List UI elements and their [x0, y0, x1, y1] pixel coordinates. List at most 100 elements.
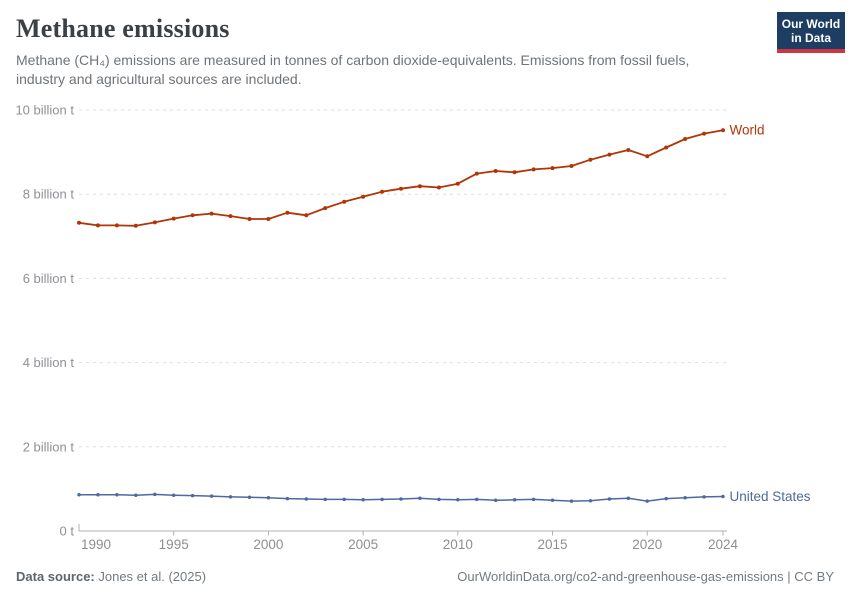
world-point-1993 — [133, 223, 138, 228]
united-states-point-2012 — [493, 498, 498, 503]
world-point-1991 — [95, 223, 100, 228]
world-point-1995 — [171, 216, 176, 221]
x-tick-label: 2005 — [348, 537, 378, 552]
world-point-2001 — [285, 210, 290, 215]
y-tick-label: 4 billion t — [23, 355, 75, 370]
world-point-1990 — [77, 220, 81, 225]
world-line[interactable] — [78, 129, 724, 227]
united-states-point-2013 — [512, 498, 517, 502]
united-states-point-2020 — [645, 499, 649, 503]
world-point-2019 — [626, 148, 631, 152]
series-united-states[interactable]: United States — [77, 489, 811, 504]
x-axis: 1990 1995 2000 2005 2010 2015 2020 2024 — [81, 531, 739, 552]
world-point-2011 — [474, 171, 479, 176]
world-point-2008 — [417, 184, 422, 189]
world-point-2012 — [493, 169, 498, 173]
world-point-2022 — [683, 137, 688, 141]
united-states-point-2005 — [361, 498, 365, 502]
x-tick-label: 2000 — [253, 537, 283, 552]
united-states-point-2014 — [531, 497, 536, 502]
united-states-point-2021 — [664, 496, 668, 501]
united-states-point-1990 — [77, 493, 81, 497]
y-tick-label: 6 billion t — [23, 271, 75, 286]
united-states-point-2023 — [702, 495, 706, 499]
x-tick-label: 2024 — [708, 537, 739, 552]
united-states-point-2004 — [342, 497, 346, 502]
united-states-point-2024 — [721, 494, 725, 499]
united-states-point-1997 — [209, 494, 214, 498]
world-point-1999 — [247, 217, 252, 221]
world-point-1997 — [209, 211, 214, 216]
united-states-point-2001 — [285, 496, 290, 501]
united-states-point-2017 — [588, 498, 593, 503]
world-point-2010 — [455, 181, 460, 186]
world-point-2009 — [436, 185, 441, 190]
world-point-2021 — [664, 145, 669, 150]
y-tick-label: 2 billion t — [23, 439, 75, 454]
world-label: World — [730, 123, 765, 138]
y-tick-label: 10 billion t — [15, 103, 74, 118]
world-point-2018 — [607, 152, 612, 157]
series-world[interactable]: World — [77, 123, 765, 228]
world-point-2004 — [342, 199, 347, 204]
x-tick-label: 2010 — [443, 537, 473, 552]
data-source-value: Jones et al. (2025) — [94, 569, 207, 584]
y-gridlines: 0 t 2 billion t 4 billion t 6 billion t 8 bi… — [15, 103, 727, 539]
united-states-point-2006 — [380, 497, 384, 502]
data-source: Data source: Jones et al. (2025) — [16, 569, 206, 584]
license-note: OurWorldinData.org/co2-and-greenhouse-ga… — [457, 569, 834, 584]
united-states-point-2018 — [607, 497, 612, 501]
world-point-2000 — [266, 217, 271, 221]
united-states-point-1996 — [190, 493, 195, 498]
x-tick-label: 1990 — [81, 537, 111, 552]
data-source-label: Data source: — [16, 569, 95, 584]
owid-logo: Our World in Data — [777, 12, 845, 53]
owid-logo-line2: in Data — [790, 31, 831, 45]
united-states-point-2009 — [437, 497, 441, 502]
world-point-1998 — [228, 214, 233, 219]
y-tick-label: 0 t — [60, 524, 75, 539]
united-states-point-1993 — [134, 493, 138, 497]
world-point-1994 — [152, 220, 157, 225]
united-states-point-1994 — [153, 492, 157, 497]
united-states-point-1995 — [171, 493, 176, 497]
world-point-2006 — [380, 189, 385, 194]
united-states-point-1999 — [247, 495, 252, 500]
x-tick-label: 2020 — [632, 537, 662, 552]
united-states-point-2015 — [550, 498, 555, 503]
chart-subtitle: Methane (CH₄) emissions are measured in … — [16, 52, 690, 87]
united-states-point-1998 — [228, 495, 233, 499]
united-states-point-2011 — [475, 497, 479, 502]
x-tick-label: 2015 — [538, 537, 568, 552]
world-point-2014 — [531, 167, 536, 172]
world-point-2015 — [550, 166, 555, 171]
united-states-point-2008 — [418, 496, 422, 500]
united-states-label: United States — [730, 489, 811, 504]
chart-footer: Data source: Jones et al. (2025) OurWorl… — [16, 569, 834, 584]
world-point-1996 — [190, 213, 195, 218]
world-point-1992 — [114, 223, 119, 228]
owid-logo-line1: Our World — [781, 17, 841, 31]
united-states-point-2002 — [304, 497, 309, 501]
world-point-2023 — [702, 131, 707, 136]
united-states-point-2007 — [399, 497, 403, 501]
world-point-2003 — [323, 206, 328, 211]
y-tick-label: 8 billion t — [23, 187, 75, 202]
united-states-point-2010 — [456, 498, 460, 502]
united-states-point-2019 — [626, 496, 631, 500]
page-title: Methane emissions — [16, 14, 230, 43]
united-states-point-1992 — [115, 493, 119, 497]
world-point-2016 — [569, 164, 574, 168]
united-states-point-2003 — [323, 497, 327, 502]
world-point-2002 — [304, 213, 309, 218]
united-states-point-2016 — [569, 499, 574, 503]
united-states-point-2022 — [683, 495, 687, 500]
world-point-2020 — [645, 154, 650, 159]
world-point-2017 — [588, 157, 593, 162]
world-point-2007 — [399, 186, 403, 191]
united-states-point-1991 — [96, 493, 100, 497]
united-states-point-2000 — [266, 495, 271, 500]
world-point-2024 — [721, 128, 725, 133]
